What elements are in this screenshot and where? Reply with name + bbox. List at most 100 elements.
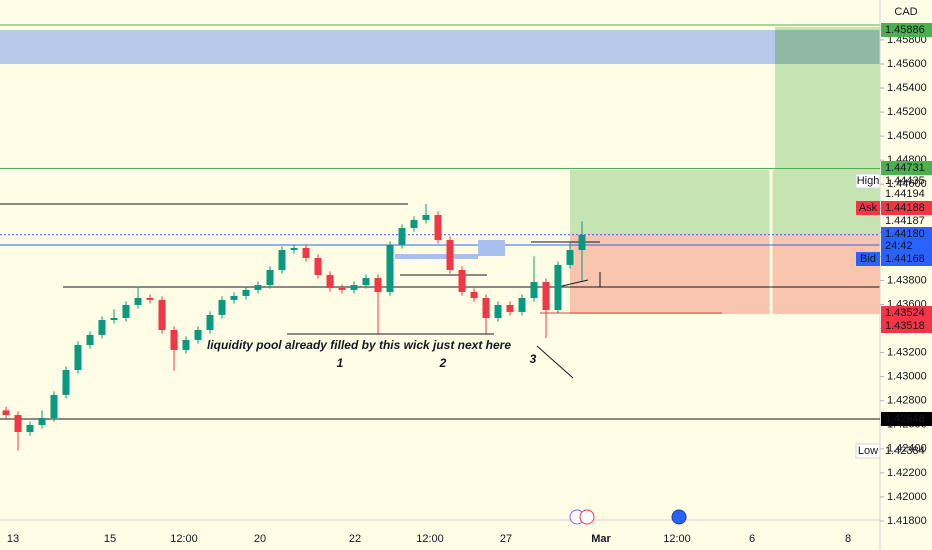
x-tick-label: 12:00 [663,533,691,545]
candle-body [146,298,154,300]
candle-body [170,329,178,350]
candle-body [290,247,298,251]
price-label: 1.44435 [885,175,925,187]
price-tag [856,201,880,215]
candle-body [2,410,10,416]
candle-body [110,317,118,321]
candle-body [422,215,430,220]
candle-body [98,320,106,335]
candle-body [302,247,310,258]
price-tag [855,173,881,189]
candle-body [338,288,346,290]
price-badge [881,319,932,333]
price-badge [881,306,932,320]
y-tick-label: 1.41800 [887,515,927,527]
candle-body [506,304,514,312]
x-tick-label: 12:00 [416,533,444,545]
y-tick-label: 1.43800 [887,274,927,286]
price-label: 1.42648 [885,413,925,425]
price-badge [881,252,932,266]
line [561,279,589,287]
x-tick-label: 15 [104,533,116,545]
y-tick-label: 1.45600 [887,58,927,70]
x-tick-label: 13 [7,533,19,545]
price-tag [856,252,880,266]
profit-zone [570,170,880,233]
zone-overlap [775,30,880,64]
candle-body [62,370,70,395]
x-tick-label: Mar [591,533,611,545]
event-icon[interactable] [671,509,687,525]
price-tag-label: Ask [859,202,878,214]
candle-body [50,394,58,419]
price-label: 1.42384 [885,445,925,457]
candle-body [86,334,94,346]
price-badge [881,23,932,37]
event-icon[interactable] [579,509,595,525]
x-tick-label: 27 [500,533,512,545]
annotation: 1 [337,356,344,370]
annotation: 3 [530,352,537,366]
candle-body [350,285,358,290]
x-tick-label: 12:00 [170,533,198,545]
candle-body [26,424,34,432]
candle-body [374,278,382,292]
y-tick-label: 1.45200 [887,106,927,118]
x-tick-label: 22 [349,533,361,545]
box [395,254,478,259]
price-tag-label: Bid [860,253,876,265]
candle-body [470,291,478,299]
price-label: 1.43524 [885,307,925,319]
candle-body [326,275,334,289]
price-label: 1.44194 [885,188,925,200]
x-tick-label: 20 [254,533,266,545]
loss-zone [570,233,880,314]
y-tick-label: 1.43200 [887,347,927,359]
candle-body [218,299,226,315]
price-badge [881,161,932,175]
candle-body [434,215,442,241]
x-tick-label: 6 [749,533,755,545]
candle-body [230,295,238,300]
price-label: 1.44168 [885,253,925,265]
box [478,240,505,256]
price-label: 1.45886 [885,24,925,36]
candle-body [386,244,394,292]
candle-body [542,282,550,311]
candle-body [566,250,574,265]
price-label: 1.44731 [885,162,925,174]
y-tick-label: 1.45000 [887,130,927,142]
price-badge [881,227,932,253]
y-tick-label: 1.44600 [887,178,927,190]
zone [0,30,775,64]
candle-body [362,278,370,286]
y-tick-label: 1.42400 [887,443,927,455]
candle-body [74,345,82,371]
annotation: 2 [439,356,447,370]
candle-body [482,298,490,318]
price-tag-label: High [857,175,880,187]
candle-body [398,228,406,245]
candle-body [242,289,250,296]
candle-body [530,282,538,299]
price-label: 1.44180 [885,228,925,240]
candle-body [314,257,322,276]
countdown: 24:42 [885,240,913,252]
x-tick-label: 8 [845,533,851,545]
price-badge [881,201,932,215]
annotation: liquidity pool already filled by this wi… [207,338,511,352]
arrow [536,345,574,379]
candle-body [410,219,418,229]
candle-body [518,298,526,312]
candle-body [266,269,274,286]
candle-body [206,314,214,330]
currency: CAD [894,6,917,18]
y-tick-label: 1.42200 [887,467,927,479]
candle-body [446,240,454,270]
candle-body [14,415,22,432]
y-tick-label: 1.45400 [887,82,927,94]
y-tick-label: 1.42000 [887,491,927,503]
candle-body [182,339,190,350]
price-label: 1.44187 [885,215,925,227]
